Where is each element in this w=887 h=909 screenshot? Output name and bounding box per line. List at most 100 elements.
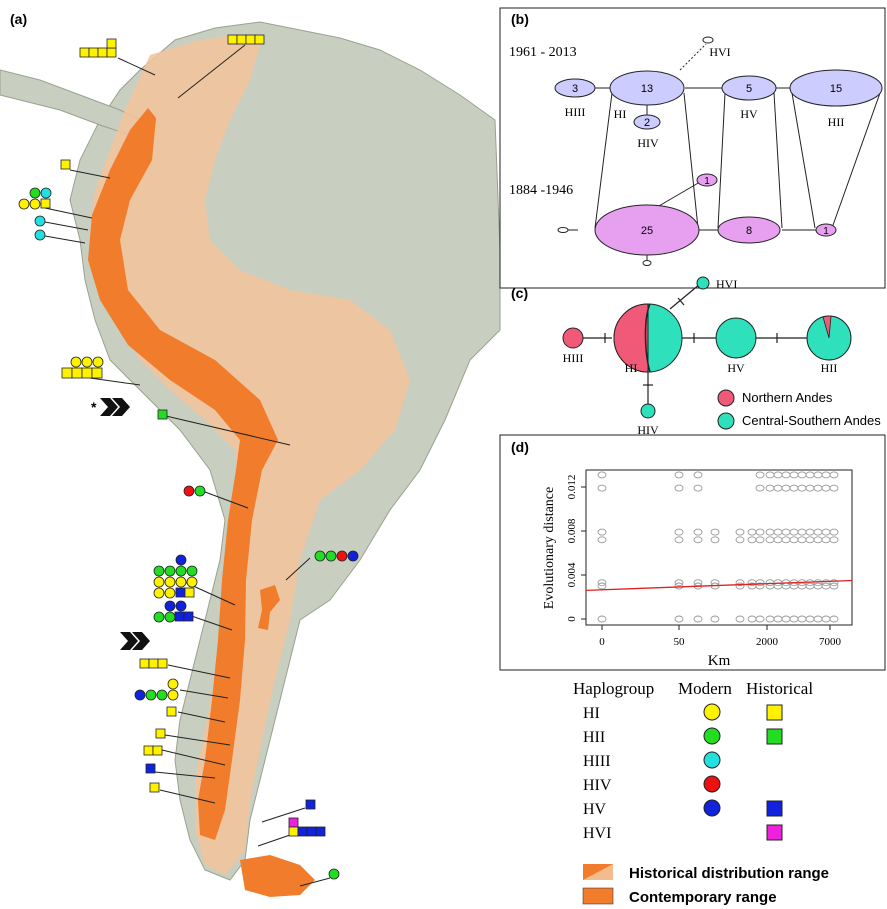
legend-row-name: HV — [583, 801, 607, 818]
count-modern-hi: 13 — [641, 83, 653, 95]
node-historical-1a — [696, 173, 718, 187]
node-c-hvi — [696, 276, 710, 290]
scatter-point — [755, 579, 765, 587]
legend-modern-circle — [703, 775, 721, 793]
marker-group-chile-north — [183, 485, 206, 497]
marker-group-ecuador — [60, 159, 71, 170]
legend-modern-circle — [703, 799, 721, 817]
y-tick-label: 0.004 — [566, 562, 578, 587]
legend-historical-square — [766, 800, 783, 817]
node-historical-1b — [815, 223, 837, 237]
scatter-point — [693, 471, 703, 479]
marker-group-peru-north — [18, 187, 52, 241]
panel-c-label: (c) — [511, 285, 528, 301]
scatter-point — [829, 484, 839, 492]
marker-group-patagonia — [134, 658, 179, 793]
y-axis-ticks: 0 0.004 0.008 0.012 — [566, 475, 586, 622]
scatter-point — [674, 536, 684, 544]
regression-line — [585, 579, 853, 592]
tierra-del-fuego — [240, 855, 315, 897]
haplogroup-legend: Haplogroup Modern Historical HI HII HIII HI… — [573, 679, 813, 842]
scatter-point — [755, 536, 765, 544]
legend-row-name: HI — [583, 705, 600, 722]
scatter-point — [755, 528, 765, 536]
scatter-point — [674, 615, 684, 623]
panel-d-scatter: (d) 0 50 2000 7000 0 0.004 0.008 0.012 Km Evol… — [499, 434, 886, 671]
panel-a-map: (a) * — [0, 11, 501, 897]
chevron-marker-south — [120, 632, 150, 650]
scatter-point — [829, 582, 839, 590]
legend-northern-andes: Northern Andes — [742, 390, 833, 405]
scatter-point — [674, 582, 684, 590]
panel-c-network: (c) HVI HIII HI HV HII — [511, 276, 881, 437]
x-axis-ticks: 0 50 2000 7000 — [599, 625, 842, 648]
scatter-point — [597, 528, 607, 536]
scatter-point — [597, 579, 607, 587]
contemporary-range — [88, 108, 278, 840]
map-haplotype-markers — [18, 34, 359, 880]
scatter-point — [693, 536, 703, 544]
label-modern-hiv: HIV — [637, 136, 659, 150]
scatter-point — [755, 615, 765, 623]
scatter-point — [597, 536, 607, 544]
count-historical-1b: 1 — [823, 226, 829, 237]
marker-group-bolivia — [157, 409, 168, 420]
marker-group-colombia-east — [227, 34, 265, 45]
label-modern-hiii: HIII — [565, 105, 586, 119]
node-c-hv — [715, 317, 757, 359]
legend-swatch-contemporary-range — [582, 887, 614, 905]
scatter-point — [674, 528, 684, 536]
marker-leader-lines — [44, 44, 331, 887]
count-modern-hii: 15 — [830, 83, 842, 95]
legend-swatch-central-southern — [717, 412, 735, 430]
scatter-point — [693, 615, 703, 623]
legend-header-historical: Historical — [746, 679, 813, 698]
label-c-hvi: HVI — [716, 277, 737, 291]
panel-b-network: (b) 1961 - 2013 1884 -1946 3 HI — [499, 7, 886, 289]
node-c-hii — [806, 315, 852, 361]
node-modern-hi — [609, 70, 685, 106]
scatter-point — [829, 579, 839, 587]
label-c-hi: HI — [625, 361, 638, 375]
x-axis-label: Km — [708, 653, 731, 669]
plot-area — [585, 469, 853, 626]
node-modern-hiii — [554, 78, 596, 98]
scatter-point — [674, 484, 684, 492]
label-c-hii: HII — [821, 361, 838, 375]
node-modern-hii — [789, 69, 883, 107]
marker-group-peru-south — [61, 356, 104, 379]
legend-row-name: HIV — [583, 777, 612, 794]
sierras-patch — [258, 585, 280, 630]
scatter-point — [597, 615, 607, 623]
legend-header-haplogroup: Haplogroup — [573, 679, 654, 698]
scatter-point — [674, 579, 684, 587]
scatter-point — [597, 484, 607, 492]
y-tick-label: 0.012 — [566, 475, 578, 500]
y-axis-label: Evolutionary distance — [542, 487, 557, 609]
legend-contemporary-range: Contemporary range — [629, 889, 777, 906]
node-c-hi — [613, 303, 683, 373]
label-modern-hv: HV — [740, 107, 758, 121]
scatter-point — [674, 471, 684, 479]
chevron-marker-north — [100, 398, 130, 416]
x-tick-label: 50 — [674, 636, 686, 648]
scatter-point — [829, 471, 839, 479]
scatter-point — [597, 471, 607, 479]
scatter-point — [755, 471, 765, 479]
legend-modern-circle — [703, 751, 721, 769]
count-historical-8: 8 — [746, 225, 752, 237]
scatter-point — [710, 536, 720, 544]
scatter-point — [735, 615, 745, 623]
label-modern-hii: HII — [828, 115, 845, 129]
legend-modern-circle — [703, 703, 721, 721]
scatter-points — [597, 471, 839, 623]
range-legend: Historical distribution range Contempora… — [582, 864, 829, 906]
legend-historical-range: Historical distribution range — [629, 865, 829, 882]
scatter-point — [735, 582, 745, 590]
legend-historical-square — [766, 704, 783, 721]
node-historical-8 — [717, 216, 781, 244]
scatter-point — [693, 484, 703, 492]
node-c-hiv — [640, 403, 656, 419]
count-historical-1a: 1 — [704, 176, 710, 187]
